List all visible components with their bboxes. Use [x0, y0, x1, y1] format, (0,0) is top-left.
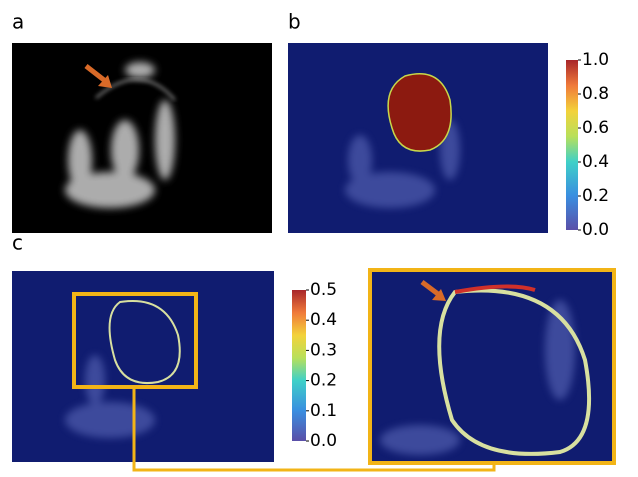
tick-label: 0.0	[310, 431, 337, 451]
segmentation-image	[288, 43, 548, 233]
tick-label: 1.0	[582, 50, 609, 70]
colorbar: 0.0 0.1 0.2 0.3 0.4 0.5	[292, 280, 337, 451]
tick-label: 0.6	[582, 118, 609, 138]
colorbar-scale	[566, 60, 578, 230]
panel-label: a	[12, 10, 24, 34]
tick-label: 0.4	[582, 152, 609, 172]
colorbar: 0.0 0.2 0.4 0.6 0.8 1.0	[566, 50, 609, 240]
tick-label: 0.2	[582, 186, 609, 206]
panel-label: c	[12, 231, 23, 255]
tick-label: 0.1	[310, 401, 337, 421]
colorbar-scale	[292, 290, 306, 441]
panel-label: b	[288, 10, 301, 34]
tick-label: 0.5	[310, 280, 337, 300]
tick-label: 0.8	[582, 84, 609, 104]
tick-label: 0.4	[310, 310, 337, 330]
tick-label: 0.2	[310, 371, 337, 391]
figure: a b c	[0, 0, 638, 477]
error-image	[12, 271, 274, 462]
tick-label: 0.0	[582, 220, 609, 240]
ultrasound-image	[12, 43, 272, 233]
zoom-image	[370, 270, 614, 463]
tick-label: 0.3	[310, 340, 337, 360]
